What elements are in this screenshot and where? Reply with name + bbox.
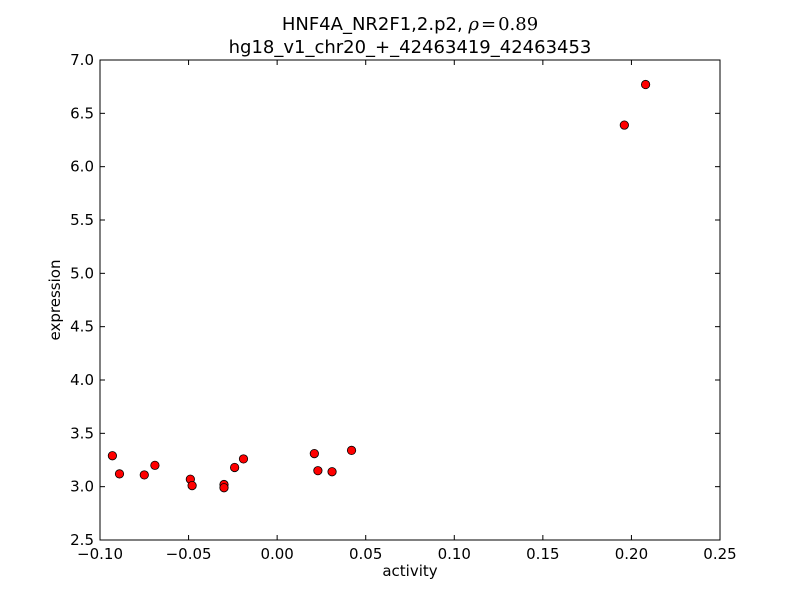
x-tick-label: 0.05	[349, 545, 382, 563]
y-tick-label: 6.0	[70, 158, 94, 176]
x-tick-label: 0.00	[260, 545, 293, 563]
y-tick-label: 6.5	[70, 104, 94, 122]
y-tick-label: 3.0	[70, 478, 94, 496]
x-tick-label: −0.05	[166, 545, 212, 563]
data-point	[309, 448, 319, 459]
data-point	[619, 120, 629, 130]
x-axis-label: activity	[382, 562, 437, 580]
x-tick-label: 0.20	[615, 545, 648, 563]
x-tick-label: 0.25	[703, 545, 736, 563]
data-point	[346, 445, 357, 455]
data-point	[313, 466, 323, 476]
data-point	[327, 467, 337, 477]
data-point	[238, 454, 249, 464]
data-point	[139, 470, 149, 480]
y-tick-label: 7.0	[70, 51, 94, 69]
chart-title-line2: hg18_v1_chr20_+_42463419_42463453	[229, 37, 592, 58]
data-point	[230, 462, 240, 473]
data-point	[640, 79, 651, 90]
y-tick-label: 4.0	[70, 371, 94, 389]
y-tick-label: 2.5	[70, 531, 94, 549]
y-tick-label: 5.0	[70, 264, 94, 282]
x-tick-label: 0.10	[438, 545, 471, 563]
plot-area: −0.10 −0.05 0.00 0.05 0.10 0.15 0.20 0.25 2.5 3.0…	[70, 51, 737, 563]
y-tick-label: 3.5	[70, 424, 94, 442]
x-tick-label: −0.10	[77, 545, 123, 563]
y-axis-label: expression	[46, 260, 64, 341]
data-point	[187, 480, 197, 491]
plot-frame	[99, 59, 721, 541]
y-tick-label: 4.5	[70, 318, 94, 336]
data-point	[114, 469, 125, 479]
data-point	[150, 460, 160, 470]
y-tick-label: 5.5	[70, 211, 94, 229]
data-point	[219, 483, 229, 493]
data-point	[107, 451, 118, 461]
x-tick-label: 0.15	[526, 545, 559, 563]
chart-title-line1: HNF4A_NR2F1,2.p2, ρ = 0.89	[282, 14, 538, 35]
